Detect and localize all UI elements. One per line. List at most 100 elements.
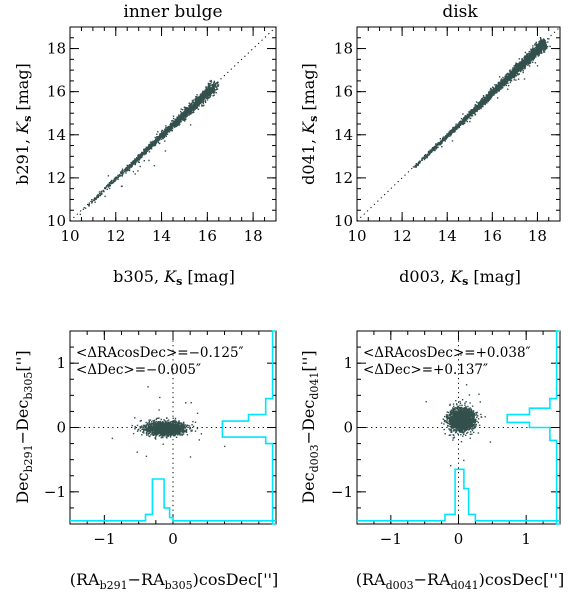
data-point xyxy=(143,151,145,154)
data-point xyxy=(125,172,127,174)
y-tick-label: 12 xyxy=(334,169,353,187)
data-point xyxy=(187,110,189,113)
data-point xyxy=(210,79,212,82)
data-point xyxy=(197,102,199,105)
data-point xyxy=(530,61,532,63)
data-point xyxy=(542,42,544,44)
data-point xyxy=(210,83,212,85)
data-point xyxy=(530,56,532,58)
data-point xyxy=(527,62,529,65)
data-point xyxy=(436,144,439,146)
data-point xyxy=(180,110,182,113)
data-point xyxy=(525,60,528,62)
data-point xyxy=(496,97,499,99)
data-point xyxy=(514,73,516,75)
data-point xyxy=(501,80,503,83)
data-point xyxy=(189,105,191,107)
data-point xyxy=(476,105,478,107)
data-point xyxy=(508,73,511,76)
data-point xyxy=(441,140,443,142)
data-point xyxy=(205,86,207,88)
data-point xyxy=(160,131,163,133)
data-point xyxy=(503,83,505,86)
data-point xyxy=(203,95,205,97)
data-point xyxy=(168,126,170,128)
data-point xyxy=(490,90,493,92)
data-point xyxy=(175,120,177,122)
data-point xyxy=(107,185,110,187)
data-point xyxy=(214,83,217,85)
data-point xyxy=(198,100,200,102)
data-point xyxy=(535,41,537,44)
data-point xyxy=(500,79,502,81)
data-point xyxy=(217,81,219,84)
data-point xyxy=(537,43,540,45)
data-point xyxy=(208,89,210,92)
data-point xyxy=(506,79,508,81)
data-point xyxy=(469,111,472,114)
data-point xyxy=(471,114,473,116)
data-point xyxy=(202,93,204,95)
data-point xyxy=(178,124,180,126)
data-point xyxy=(517,74,519,76)
data-point xyxy=(418,160,421,162)
data-point xyxy=(431,149,433,151)
data-point xyxy=(513,75,515,77)
data-point xyxy=(171,128,174,130)
data-point xyxy=(480,107,482,110)
data-point xyxy=(499,81,501,83)
data-point xyxy=(111,182,114,184)
data-point xyxy=(170,123,172,125)
data-point xyxy=(191,108,193,110)
data-point xyxy=(196,106,198,108)
data-point xyxy=(510,72,513,75)
data-point xyxy=(452,126,454,129)
data-point xyxy=(102,189,104,192)
data-point xyxy=(157,142,160,144)
data-point xyxy=(477,102,479,105)
data-point xyxy=(159,137,161,139)
data-point xyxy=(526,59,528,61)
data-point xyxy=(520,68,522,70)
data-point xyxy=(488,98,490,101)
data-point xyxy=(541,48,543,50)
data-point xyxy=(483,103,485,105)
data-point xyxy=(535,49,537,51)
data-point xyxy=(426,153,429,155)
data-point xyxy=(128,168,131,170)
data-point xyxy=(460,121,462,123)
y-tick-label: 18 xyxy=(334,40,353,58)
data-point xyxy=(452,129,454,132)
data-point xyxy=(464,121,466,123)
data-point xyxy=(473,109,475,111)
data-point xyxy=(548,38,550,40)
data-point xyxy=(534,48,536,51)
data-point xyxy=(185,106,187,109)
data-point xyxy=(542,50,545,52)
data-point xyxy=(185,116,187,118)
data-point xyxy=(215,92,217,94)
data-point xyxy=(496,86,499,89)
data-point xyxy=(121,175,123,177)
data-point xyxy=(432,147,434,150)
data-point xyxy=(187,109,190,111)
data-point xyxy=(534,62,537,64)
data-point xyxy=(429,152,431,154)
data-point xyxy=(186,114,188,116)
data-point xyxy=(194,103,197,106)
data-point xyxy=(481,98,483,100)
data-point xyxy=(130,166,133,168)
data-point xyxy=(513,69,516,71)
data-point xyxy=(471,115,474,117)
data-point xyxy=(506,80,509,82)
data-point xyxy=(196,101,198,103)
data-point xyxy=(424,155,427,157)
data-point xyxy=(501,86,503,88)
data-point xyxy=(180,423,182,425)
data-point xyxy=(196,103,198,105)
data-point xyxy=(159,133,162,136)
data-point xyxy=(500,87,502,90)
data-point xyxy=(462,123,464,126)
data-point xyxy=(451,140,454,142)
data-point xyxy=(134,163,136,166)
